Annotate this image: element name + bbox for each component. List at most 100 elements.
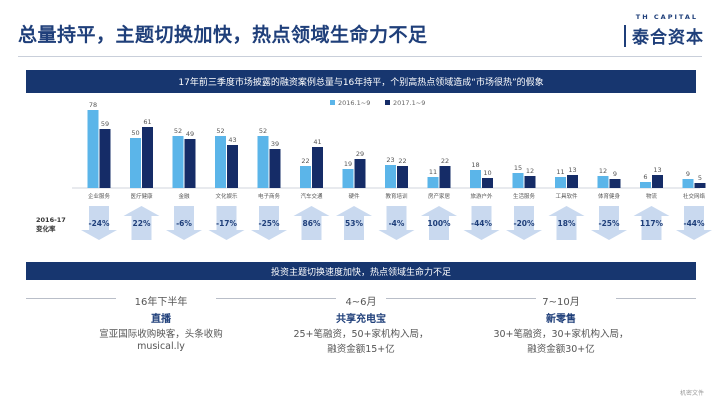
data-label-2016: 22	[301, 157, 309, 165]
data-label-2017: 13	[568, 166, 576, 174]
data-label-2016: 11	[556, 168, 564, 176]
change-rate-value: -44%	[471, 219, 493, 228]
category-label: 文化娱乐	[215, 192, 238, 200]
phase-period: 16年下半年	[128, 293, 194, 308]
data-label-2017: 12	[526, 167, 534, 175]
category-label: 工具软件	[555, 192, 578, 200]
page-title: 总量持平，主题切换加快，热点领域生命力不足	[18, 24, 428, 46]
timeline-phase-1: 16年下半年 直播 宣亚国际收购映客，头条收购 musical.ly	[66, 290, 256, 352]
down-arrow-icon	[378, 206, 415, 240]
bar-2017	[354, 159, 366, 188]
data-label-2017: 59	[101, 120, 109, 128]
bar-2017	[694, 183, 706, 188]
change-rate-value: -25%	[598, 219, 620, 228]
phase-title: 直播	[151, 314, 171, 325]
down-arrow-icon	[251, 206, 287, 240]
data-label-2016: 52	[259, 127, 267, 135]
bar-2017	[482, 178, 493, 188]
up-arrow-icon	[548, 206, 585, 240]
data-label-2016: 23	[386, 156, 394, 164]
change-rate-value: -4%	[389, 219, 405, 228]
bar-2016	[87, 110, 99, 188]
data-label-2017: 61	[143, 118, 151, 126]
category-label: 物流	[646, 192, 658, 200]
bar-2016	[130, 138, 141, 188]
category-label: 社交网络	[683, 192, 706, 200]
bar-2017	[227, 145, 238, 188]
legend-swatch	[330, 100, 335, 105]
bar-2016	[342, 169, 354, 188]
bar-2016	[470, 170, 481, 188]
timeline-line	[26, 298, 116, 299]
data-label-2016: 15	[514, 164, 522, 172]
timeline-line	[216, 298, 336, 299]
data-label-2017: 43	[228, 136, 236, 144]
bar-2016	[597, 176, 609, 188]
change-rate-value: 22%	[133, 219, 151, 228]
bar-2017	[524, 176, 536, 188]
down-arrow-icon	[81, 206, 117, 240]
chart-banner: 17年前三季度市场披露的融资案例总量与16年持平，个别高热点领域造成“市场很热”…	[26, 70, 696, 93]
down-arrow-icon	[463, 206, 500, 240]
down-arrow-icon	[506, 206, 542, 240]
category-label: 医疗健康	[130, 192, 153, 200]
category-label: 汽车交通	[300, 192, 323, 200]
change-rate-value: 117%	[640, 219, 664, 228]
timeline-line	[616, 298, 696, 299]
data-label-2017: 22	[441, 157, 449, 165]
data-label-2016: 18	[471, 161, 479, 169]
up-arrow-icon	[421, 206, 457, 240]
phase-detail: 25+笔融资，50+家机构入局，	[293, 329, 429, 340]
data-label-2016: 19	[344, 160, 352, 168]
category-label: 生活服务	[513, 192, 536, 200]
legend-swatch	[385, 100, 390, 105]
data-label-2017: 22	[398, 157, 406, 165]
down-arrow-icon	[208, 206, 245, 240]
logo-subtitle: TH CAPITAL	[635, 13, 698, 21]
company-logo: TH CAPITAL 泰合资本	[594, 13, 704, 48]
change-rate-label: 变化率	[36, 224, 56, 233]
bar-2017	[439, 166, 451, 188]
data-label-2017: 10	[483, 169, 491, 177]
data-label-2016: 52	[216, 127, 224, 135]
change-rate-value: 18%	[558, 219, 576, 228]
bar-2017	[312, 147, 323, 188]
change-rate-value: 86%	[303, 219, 321, 228]
bar-2017	[567, 175, 578, 188]
logo-name: 泰合资本	[632, 28, 704, 48]
bar-2017	[652, 175, 663, 188]
data-label-2016: 9	[686, 170, 690, 178]
timeline-line	[386, 298, 566, 299]
down-arrow-icon	[166, 206, 202, 240]
bar-2016	[172, 136, 184, 188]
theme-banner: 投资主题切换速度加快，热点领域生命力不足	[26, 262, 696, 280]
bar-2017	[99, 129, 111, 188]
timeline-phase-3: 7~10月 新零售 30+笔融资，30+家机构入局， 融资金额30+亿	[466, 290, 656, 355]
data-label-2017: 29	[356, 150, 364, 158]
legend-label: 2017.1~9	[393, 99, 425, 107]
data-label-2017: 39	[271, 140, 279, 148]
phase-title: 新零售	[546, 314, 576, 325]
phase-title: 共享充电宝	[336, 314, 386, 325]
data-label-2016: 6	[643, 173, 647, 181]
header-divider	[18, 56, 702, 57]
phase-detail: musical.ly	[137, 341, 185, 352]
change-rate-value: -24%	[88, 219, 110, 228]
category-label: 体育健身	[598, 192, 621, 200]
change-rate-value: -44%	[683, 219, 705, 228]
bar-2016	[555, 177, 566, 188]
bar-2017	[609, 179, 621, 188]
bar-2016	[385, 165, 396, 188]
logo-divider	[624, 24, 626, 47]
category-label: 企业服务	[88, 192, 111, 200]
confidential-note: 机密文件	[679, 390, 704, 397]
change-rate-value: -17%	[216, 219, 238, 228]
category-label: 硬件	[348, 192, 360, 200]
bar-2017	[142, 127, 153, 188]
timeline-phase-2: 4~6月 共享充电宝 25+笔融资，50+家机构入局， 融资金额15+亿	[266, 290, 456, 355]
phase-detail: 30+笔融资，30+家机构入局，	[493, 329, 629, 340]
category-label: 电子商务	[258, 192, 281, 200]
bar-2016	[257, 136, 269, 188]
theme-timeline: 16年下半年 直播 宣亚国际收购映客，头条收购 musical.ly 4~6月 …	[26, 286, 696, 366]
change-rate-value: -25%	[258, 219, 280, 228]
